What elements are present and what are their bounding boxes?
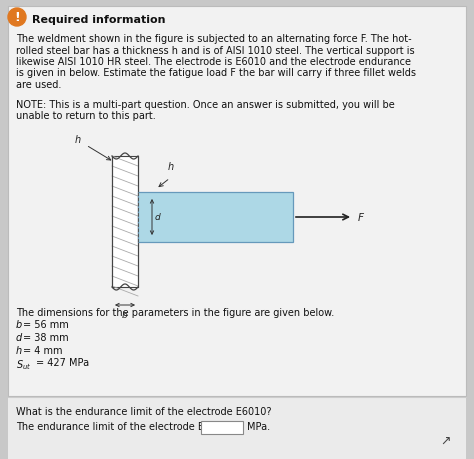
Text: d: d — [155, 213, 161, 222]
Text: The weldment shown in the figure is subjected to an alternating force F. The hot: The weldment shown in the figure is subj… — [16, 34, 411, 44]
Text: !: ! — [14, 11, 20, 24]
Bar — [112, 156, 138, 287]
Bar — [201, 421, 243, 434]
Text: h: h — [75, 135, 81, 145]
Text: are used.: are used. — [16, 80, 61, 90]
Text: The dimensions for the parameters in the figure are given below.: The dimensions for the parameters in the… — [16, 308, 334, 318]
Text: b: b — [122, 311, 128, 320]
Text: = 427 MPa: = 427 MPa — [36, 358, 89, 368]
Circle shape — [8, 8, 26, 26]
Bar — [138, 192, 293, 242]
Text: rolled steel bar has a thickness h and is of AISI 1010 steel. The vertical suppo: rolled steel bar has a thickness h and i… — [16, 45, 415, 56]
Text: F: F — [358, 213, 364, 223]
Text: NOTE: This is a multi-part question. Once an answer is submitted, you will be: NOTE: This is a multi-part question. Onc… — [16, 100, 395, 110]
Text: = 38 mm: = 38 mm — [23, 333, 69, 343]
Text: is given in below. Estimate the fatigue load F the bar will carry if three fille: is given in below. Estimate the fatigue … — [16, 68, 416, 78]
Text: b: b — [16, 320, 22, 330]
Bar — [8, 397, 466, 459]
Text: = 56 mm: = 56 mm — [23, 320, 69, 330]
Text: ↗: ↗ — [440, 435, 450, 448]
Text: d: d — [16, 333, 22, 343]
Text: unable to return to this part.: unable to return to this part. — [16, 111, 156, 121]
Text: What is the endurance limit of the electrode E6010?: What is the endurance limit of the elect… — [16, 407, 272, 417]
Text: h: h — [16, 346, 22, 356]
Text: likewise AISI 1010 HR steel. The electrode is E6010 and the electrode endurance: likewise AISI 1010 HR steel. The electro… — [16, 57, 411, 67]
Text: $S_{ut}$: $S_{ut}$ — [16, 358, 31, 372]
Text: MPa.: MPa. — [247, 422, 270, 432]
Bar — [8, 6, 466, 396]
Text: h: h — [168, 162, 174, 172]
Text: The endurance limit of the electrode E6010 is: The endurance limit of the electrode E60… — [16, 422, 239, 432]
Text: = 4 mm: = 4 mm — [23, 346, 63, 356]
Text: Required information: Required information — [32, 15, 165, 25]
